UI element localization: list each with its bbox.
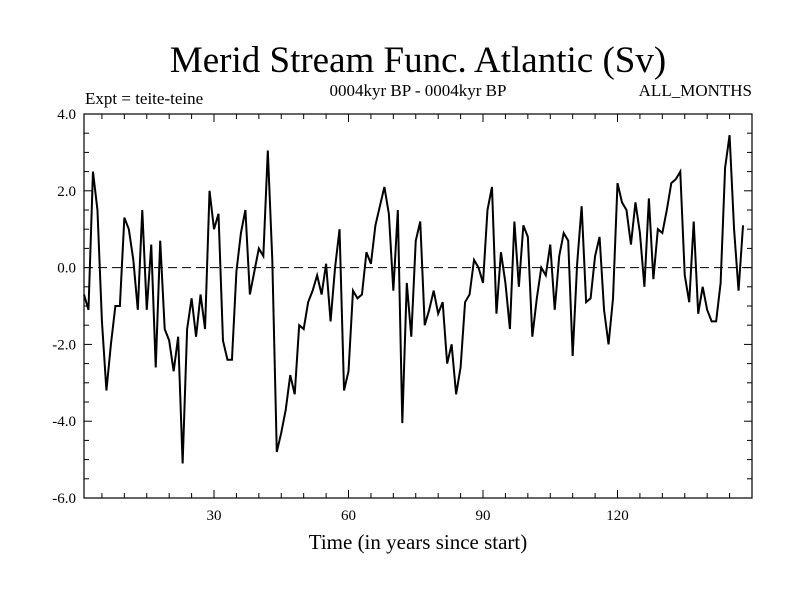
chart-subtitle-right: ALL_MONTHS xyxy=(639,81,752,100)
y-tick-label: 0.0 xyxy=(57,261,76,277)
x-tick-label: 30 xyxy=(207,508,222,524)
y-tick-label: 2.0 xyxy=(57,184,76,200)
chart-title: Merid Stream Func. Atlantic (Sv) xyxy=(170,40,666,81)
y-tick-label: -6.0 xyxy=(52,491,76,507)
x-tick-label: 120 xyxy=(606,508,629,524)
series-line xyxy=(83,134,745,464)
x-axis-label: Time (in years since start) xyxy=(309,530,528,554)
y-tick-label: -2.0 xyxy=(52,337,76,353)
x-tick-label: 60 xyxy=(341,508,356,524)
chart-subtitle-left: Expt = teite-teine xyxy=(85,89,203,108)
chart-subtitle-center: 0004kyr BP - 0004kyr BP xyxy=(330,81,507,100)
x-tick-label: 90 xyxy=(476,508,491,524)
series-group xyxy=(83,134,745,464)
y-tick-label: -4.0 xyxy=(52,414,76,430)
y-tick-label: 4.0 xyxy=(57,107,76,123)
axis-ticks xyxy=(84,114,752,498)
tick-labels: 30 60 90 120 -6.0 -4.0 -2.0 0.0 2.0 4.0 xyxy=(52,107,629,524)
